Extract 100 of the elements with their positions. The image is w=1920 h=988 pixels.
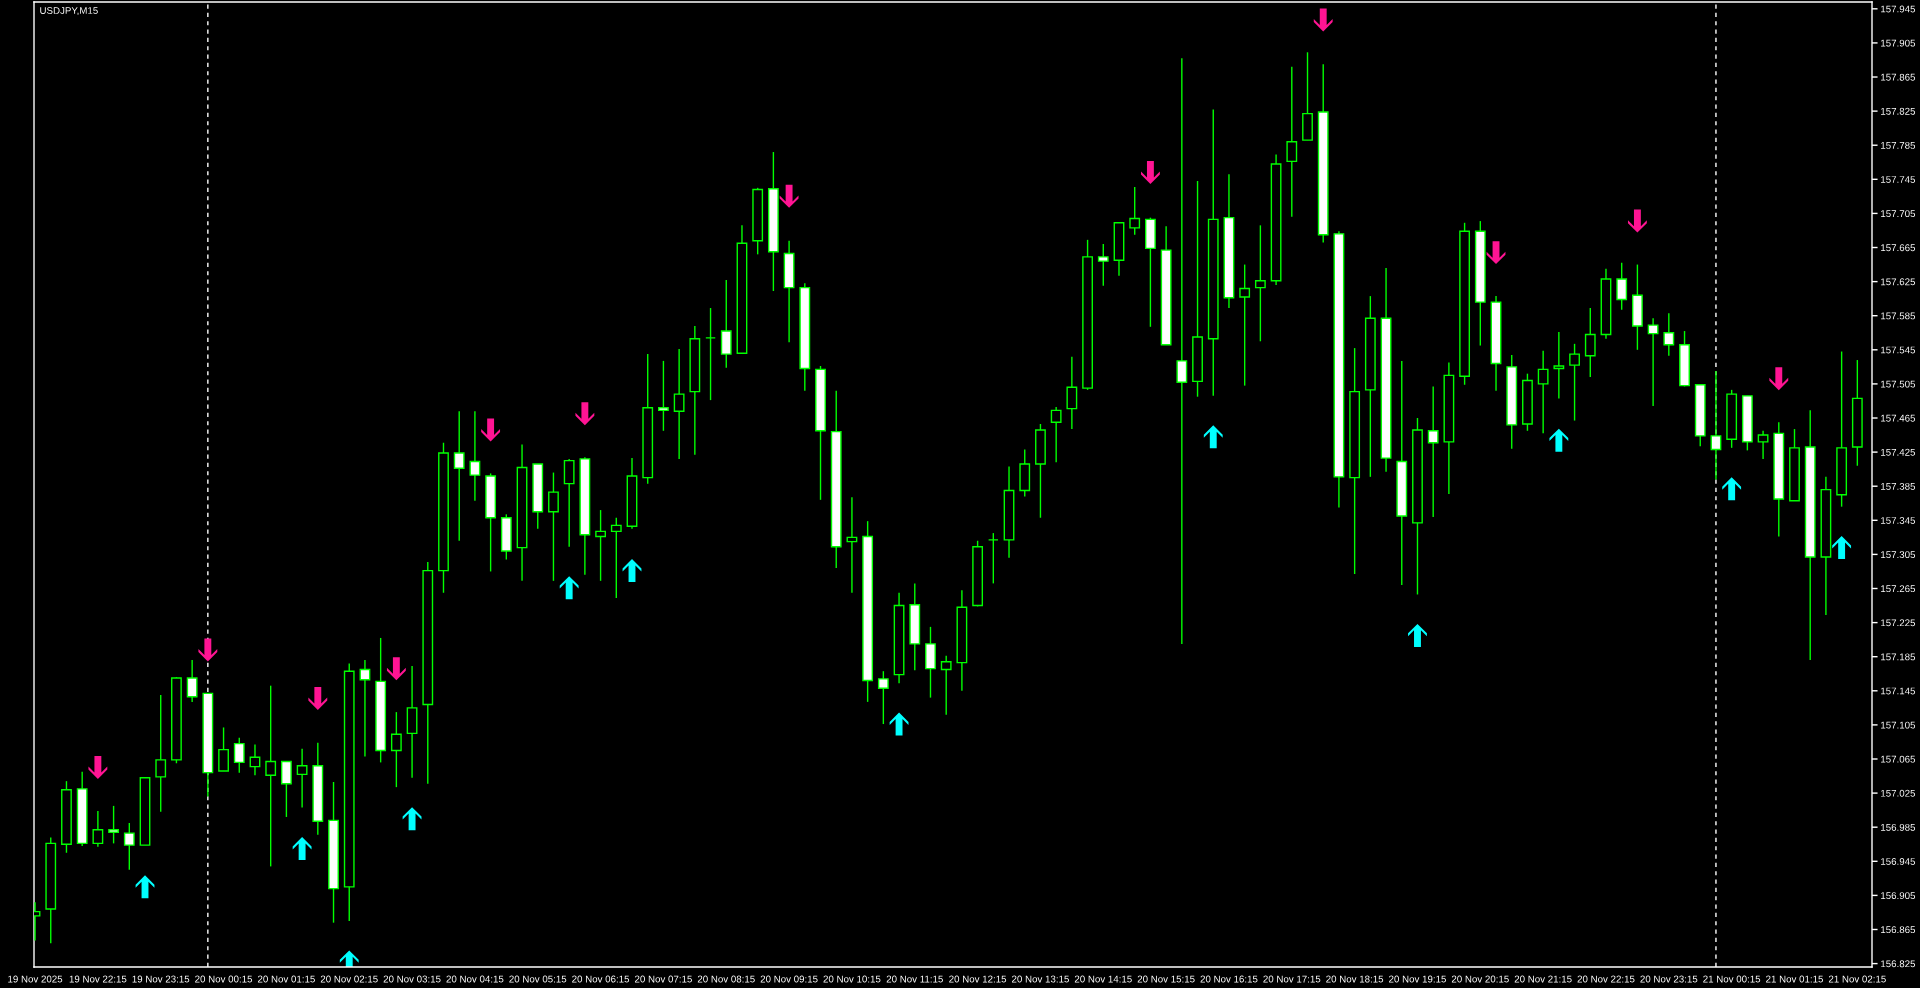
y-tick-label: 157.545 — [1881, 346, 1916, 354]
candlestick — [595, 509, 606, 582]
y-tick-label: 157.865 — [1881, 73, 1916, 81]
y-tick-label: 157.785 — [1881, 141, 1916, 149]
candlestick — [1537, 349, 1549, 435]
point — [292, 837, 312, 860]
candlestick — [469, 410, 481, 502]
candlestick — [265, 684, 277, 868]
candlestick — [1129, 186, 1141, 236]
y-tick-label: 157.105 — [1881, 721, 1916, 729]
y-tick-label: 157.025 — [1881, 789, 1916, 797]
y-tick-label: 157.905 — [1881, 39, 1916, 47]
x-tick-label: 21 Nov 02:15 — [1828, 975, 1886, 983]
x-tick-label: 19 Nov 2025 — [8, 975, 63, 983]
x-tick-label: 20 Nov 03:15 — [383, 975, 441, 983]
candlestick — [1097, 243, 1109, 287]
x-tick-label: 20 Nov 06:15 — [572, 975, 630, 983]
x-tick-label: 20 Nov 21:15 — [1514, 975, 1572, 983]
candlestick — [1553, 331, 1565, 400]
point — [1832, 536, 1852, 560]
point — [198, 638, 218, 662]
point — [1627, 209, 1647, 233]
x-tick-label: 20 Nov 19:15 — [1389, 975, 1446, 983]
x-tick-label: 20 Nov 11:15 — [886, 975, 943, 983]
candlestick — [92, 810, 104, 848]
candlestick — [1239, 263, 1251, 387]
candlestick — [186, 659, 198, 703]
candlestick — [720, 279, 732, 369]
candlestick — [1066, 355, 1078, 430]
x-tick-label: 20 Nov 12:15 — [949, 975, 1007, 983]
point — [575, 402, 595, 426]
x-tick-label: 20 Nov 01:15 — [257, 975, 315, 983]
x-tick-label: 20 Nov 14:15 — [1074, 975, 1132, 983]
candlestick — [1176, 57, 1188, 645]
y-tick-label: 157.425 — [1881, 448, 1916, 456]
x-tick-label: 19 Nov 22:15 — [69, 975, 127, 983]
candlestick — [453, 410, 465, 542]
x-tick-label: 21 Nov 00:15 — [1703, 975, 1761, 983]
point — [1722, 477, 1742, 501]
point — [386, 657, 406, 681]
x-tick-label: 20 Nov 09:15 — [760, 975, 818, 983]
candlestick — [877, 670, 889, 725]
candlestick — [563, 458, 575, 548]
candlestick — [1286, 66, 1298, 218]
y-tick-label: 157.665 — [1881, 244, 1916, 252]
point — [1769, 367, 1789, 391]
candlestick — [1254, 224, 1266, 342]
point — [88, 756, 108, 780]
candlestick — [1050, 406, 1062, 464]
candlestick — [1757, 430, 1769, 460]
y-tick-label: 157.825 — [1881, 107, 1916, 115]
y-tick-label: 157.505 — [1881, 380, 1916, 388]
candlestick — [987, 532, 999, 585]
y-tick-label: 157.345 — [1881, 517, 1916, 524]
candlestick — [108, 805, 120, 845]
x-tick-label: 20 Nov 15:15 — [1137, 975, 1195, 983]
candlestick — [123, 822, 135, 871]
candlestick — [218, 726, 229, 772]
y-tick-label: 156.945 — [1881, 858, 1916, 865]
y-tick-label: 157.385 — [1881, 482, 1916, 490]
candlestick — [390, 711, 402, 788]
point — [559, 576, 579, 600]
y-tick-label: 156.985 — [1881, 823, 1916, 831]
x-tick-label: 20 Nov 13:15 — [1012, 975, 1069, 983]
y-tick-label: 157.585 — [1881, 312, 1916, 320]
candlestick — [705, 307, 716, 401]
candlestick — [233, 736, 245, 774]
x-tick-label: 20 Nov 23:15 — [1640, 975, 1698, 983]
point — [481, 418, 501, 442]
x-tick-label: 20 Nov 10:15 — [823, 975, 881, 983]
candlestick — [1427, 385, 1439, 518]
y-tick-label: 157.145 — [1881, 687, 1916, 695]
x-tick-label: 20 Nov 20:15 — [1451, 975, 1509, 983]
point — [1549, 428, 1569, 452]
y-tick-label: 157.265 — [1881, 585, 1916, 593]
candlestick — [673, 348, 685, 460]
x-tick-label: 20 Nov 18:15 — [1326, 975, 1384, 983]
candlestick — [280, 760, 292, 818]
point — [1203, 425, 1223, 449]
chart-title: USDJPY,M15 — [40, 7, 98, 16]
y-tick-label: 157.065 — [1881, 755, 1916, 763]
candlestick — [1584, 307, 1596, 378]
candlestick — [296, 748, 308, 809]
candlestick — [1616, 262, 1628, 311]
x-tick-label: 20 Nov 04:15 — [446, 975, 504, 983]
y-tick-label: 157.225 — [1881, 619, 1916, 627]
x-tick-label: 20 Nov 05:15 — [509, 975, 567, 983]
y-tick-label: 157.305 — [1881, 551, 1916, 559]
candlestick — [940, 655, 952, 716]
y-tick-label: 157.465 — [1881, 414, 1916, 422]
point — [1140, 161, 1160, 184]
candlestick — [548, 471, 559, 582]
candlestick — [610, 517, 622, 599]
y-tick-label: 156.825 — [1881, 960, 1916, 968]
x-tick-label: 20 Nov 16:15 — [1200, 975, 1258, 983]
point — [1313, 8, 1333, 32]
x-tick-label: 20 Nov 02:15 — [320, 975, 378, 983]
x-tick-label: 20 Nov 22:15 — [1577, 975, 1635, 983]
x-tick-label: 19 Nov 23:15 — [132, 975, 190, 983]
point — [1408, 623, 1427, 647]
